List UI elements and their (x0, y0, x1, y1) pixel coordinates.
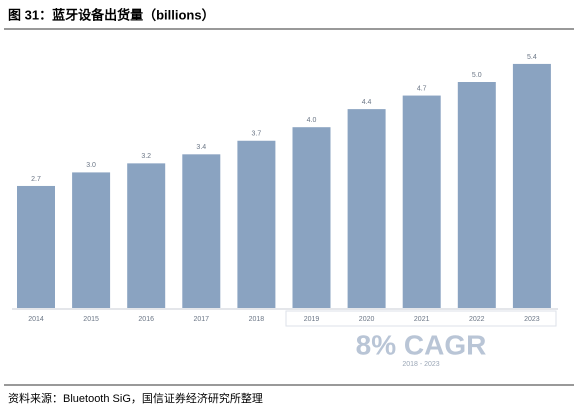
x-tick-label: 2016 (138, 316, 154, 323)
value-label: 3.2 (141, 153, 151, 160)
bar (292, 127, 331, 308)
value-label: 5.0 (472, 72, 482, 79)
cagr-period: 2018 - 2023 (402, 361, 439, 368)
x-tick-label: 2015 (83, 316, 99, 323)
x-tick-label: 2014 (28, 316, 44, 323)
bar (512, 63, 551, 308)
x-tick-label: 2023 (524, 316, 540, 323)
value-label: 3.4 (196, 144, 206, 151)
value-label: 4.4 (362, 99, 372, 106)
x-tick-label: 2017 (194, 316, 210, 323)
cagr-label: 8% CAGR (356, 329, 487, 360)
value-label: 3.7 (252, 131, 262, 138)
value-label: 3.0 (86, 162, 96, 169)
value-label: 2.7 (31, 176, 41, 183)
value-label: 5.4 (527, 54, 537, 61)
value-label: 4.7 (417, 85, 427, 92)
bar (127, 163, 166, 308)
cagr-bracket (285, 310, 557, 327)
x-tick-label: 2022 (469, 316, 485, 323)
bar (72, 172, 111, 308)
bar (182, 154, 221, 308)
x-tick-label: 2018 (249, 316, 265, 323)
bar (457, 82, 496, 308)
x-tick-label: 2019 (304, 316, 320, 323)
bar (17, 185, 55, 308)
bar (402, 95, 441, 308)
bar (347, 109, 386, 309)
bar (237, 140, 276, 308)
x-tick-label: 2020 (359, 316, 375, 323)
source: 资料来源：Bluetooth SiG，国信证券经济研究所整理 (8, 391, 263, 405)
value-label: 4.0 (307, 117, 317, 124)
chart-title: 图 31：蓝牙设备出货量（billions） (8, 7, 215, 22)
x-tick-label: 2021 (414, 316, 430, 323)
